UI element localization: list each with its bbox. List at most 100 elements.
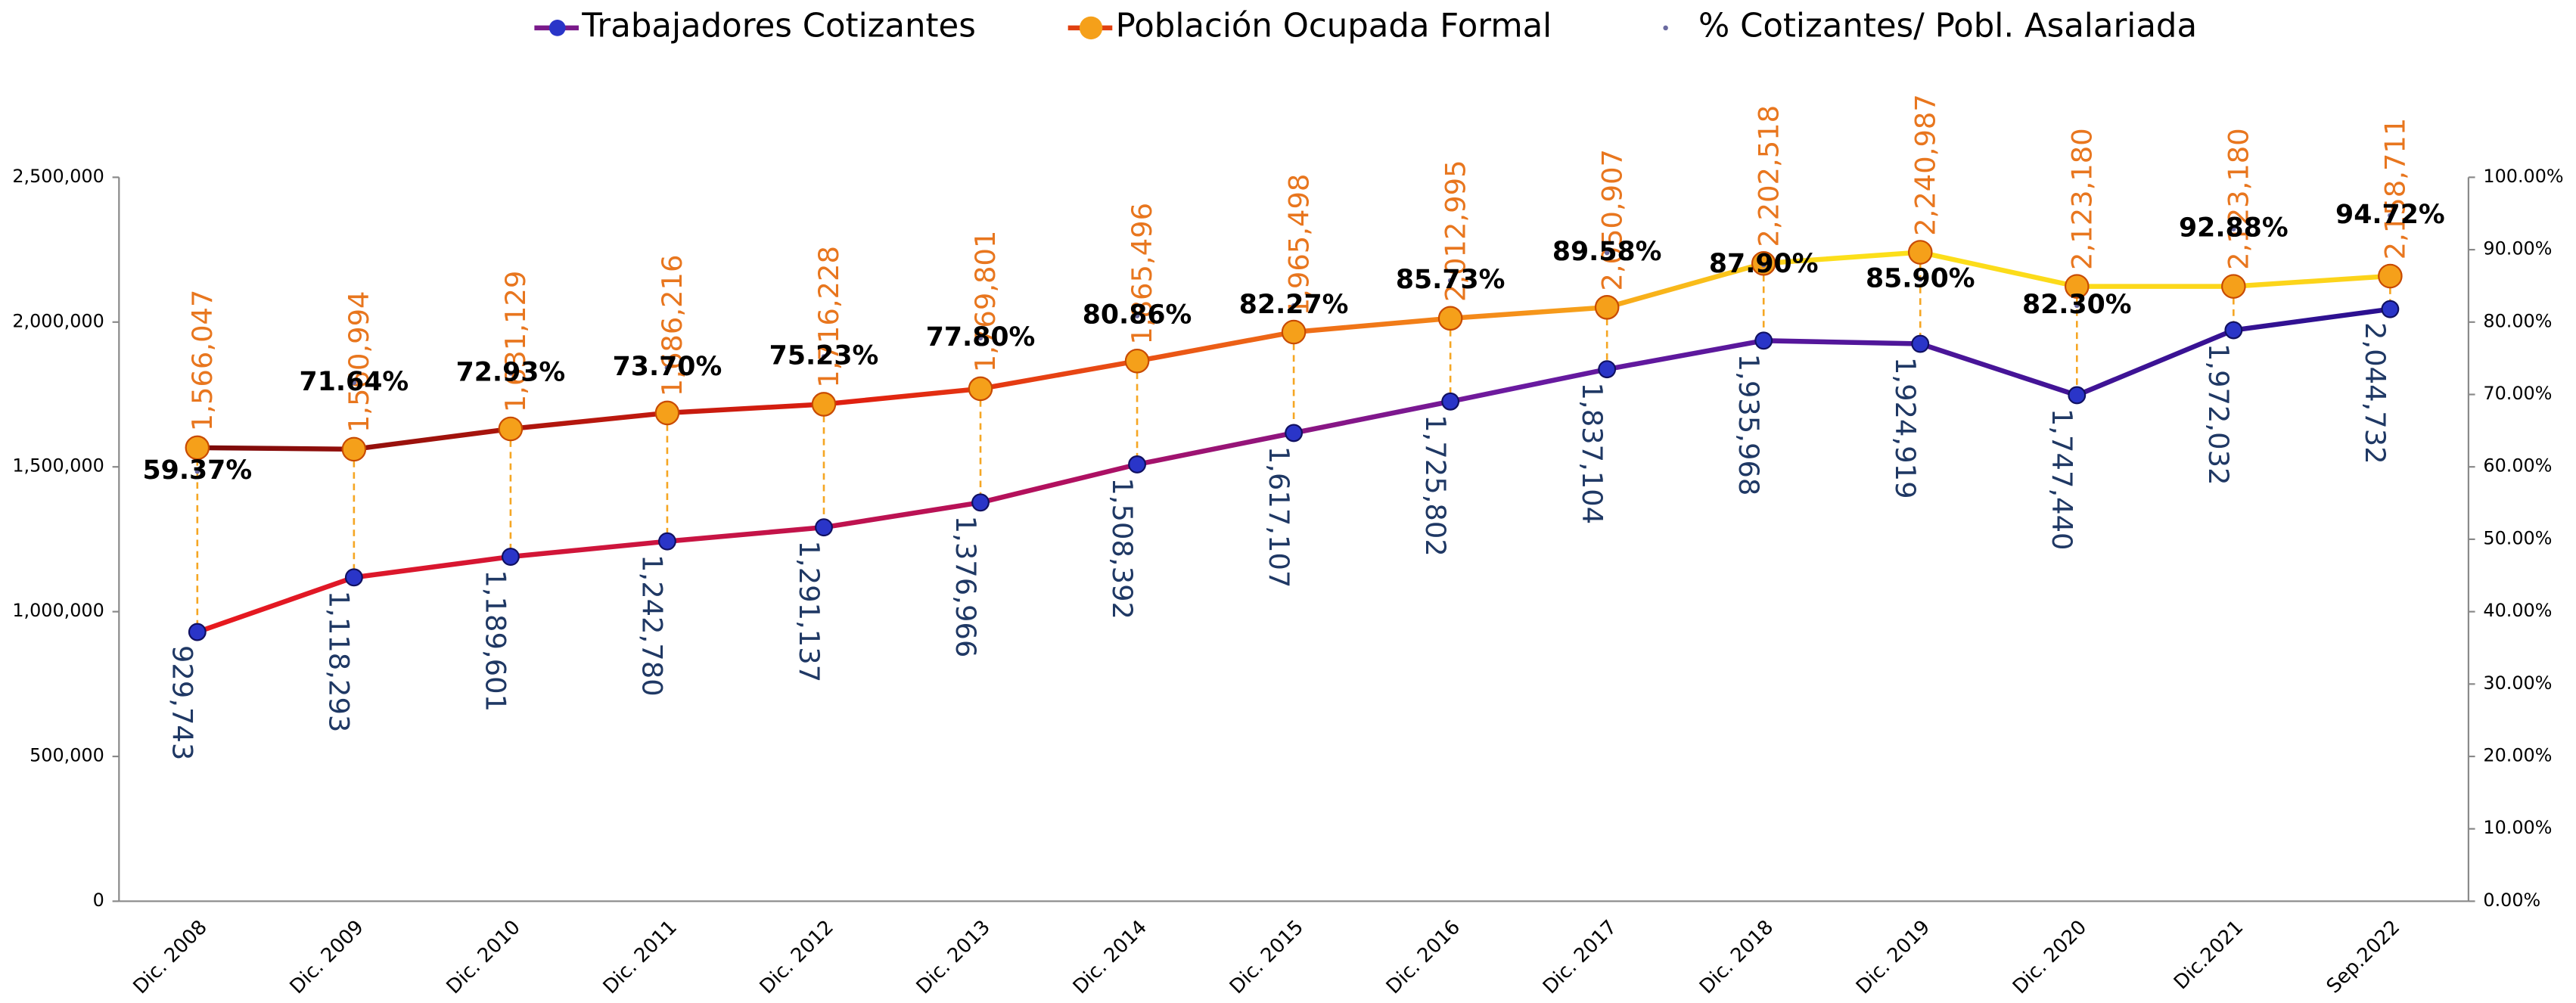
value-label: 1,560,994 [343,290,375,433]
value-label: 85.90% [1866,263,1975,293]
y2-tick-label: 0.00% [2483,890,2540,911]
value-label: 80.86% [1083,300,1192,331]
x-tick-label: Dic. 2016 [1382,916,1465,998]
x-tick-label: Dic. 2020 [2009,916,2091,998]
x-tick-label: Dic. 2010 [443,916,525,998]
value-label: 82.30% [2022,290,2132,320]
value-label: 71.64% [300,367,409,397]
value-label: 2,158,711 [2379,118,2412,260]
point [1128,455,1146,474]
point [2074,303,2080,309]
point [2388,213,2393,219]
value-label: 1,686,216 [656,255,688,397]
value-label: 2,202,518 [1752,105,1785,247]
value-label: 2,044,732 [2359,322,2391,464]
point [1760,262,1767,268]
legend-label: % Cotizantes/ Pobl. Asalariada [1698,7,2197,45]
y-tick-label: 2,500,000 [12,166,104,187]
value-label: 92.88% [2179,213,2289,244]
x-tick-label: Sep.2022 [2323,916,2405,998]
point [508,371,514,376]
value-label: 1,376,966 [949,516,982,658]
value-label: 75.23% [769,340,879,371]
y2-tick-label: 40.00% [2483,600,2552,621]
point [501,548,520,566]
x-tick-label: Dic. 2011 [599,916,682,998]
point [1281,319,1307,345]
x-tick-label: Dic. 2015 [1226,916,1308,998]
point [498,416,524,442]
y-tick-label: 500,000 [30,745,104,766]
point [977,335,983,341]
value-label: 1,972,032 [2202,343,2235,486]
value-label: 89.58% [1552,237,1662,267]
value-label: 2,123,180 [2223,128,2255,270]
x-tick-label: Dic.2021 [2170,916,2248,994]
point [2381,300,2400,318]
y-tick-label: 2,000,000 [12,310,104,331]
legend-marker [1663,25,1668,31]
y2-tick-label: 10.00% [2483,817,2552,838]
value-label: 929,743 [166,645,199,761]
legend-marker [1079,16,1103,40]
legend-label: Población Ocupada Formal [1116,7,1552,45]
y-tick-label: 0 [93,890,104,911]
point [194,468,200,474]
y2-tick-label: 90.00% [2483,238,2552,259]
point [1754,331,1773,350]
value-label: 87.90% [1709,249,1819,279]
value-label: 2,050,907 [1596,149,1628,291]
point [971,493,990,512]
value-label: 1,935,968 [1732,354,1765,496]
point [2224,321,2243,340]
value-label: 1,716,228 [813,246,845,388]
value-label: 1,747,440 [2046,408,2078,551]
point [1907,240,1933,265]
legend-label: Trabajadores Cotizantes [581,7,976,45]
point [351,380,357,386]
y-tick-label: 1,500,000 [12,455,104,477]
point [1604,250,1610,256]
value-label: 1,189,601 [480,570,512,712]
value-label: 1,865,496 [1126,203,1158,345]
point [815,518,833,537]
value-label: 1,837,104 [1576,383,1608,525]
x-tick-label: Dic. 2013 [912,916,995,998]
value-label: 2,123,180 [2065,128,2098,270]
point [341,436,367,462]
point [2221,274,2246,299]
point [2378,263,2403,289]
point [1447,278,1453,284]
y2-tick-label: 100.00% [2483,166,2563,187]
point [1911,334,1930,353]
point [654,400,680,426]
y2-tick-label: 50.00% [2483,527,2552,548]
point [811,392,837,417]
x-tick-label: Dic. 2012 [756,916,838,998]
y2-tick-label: 20.00% [2483,745,2552,766]
point [2231,226,2236,231]
value-label: 1,924,919 [1889,357,1922,499]
value-label: 1,291,137 [793,541,825,683]
point [1594,295,1620,320]
point [1598,360,1617,379]
value-label: 59.37% [143,455,253,486]
value-label: 1,118,293 [323,591,356,733]
point [344,568,363,587]
value-label: 1,566,047 [186,290,219,432]
y2-tick-label: 30.00% [2483,672,2552,694]
x-tick-label: Dic. 2019 [1852,916,1934,998]
point [188,623,207,641]
y2-tick-label: 80.00% [2483,310,2552,331]
point [1285,424,1304,442]
value-label: 2,240,987 [1909,94,1941,236]
point [1124,349,1150,374]
point [664,365,670,371]
value-label: 82.27% [1239,290,1349,320]
y2-tick-label: 70.00% [2483,383,2552,404]
value-label: 77.80% [926,322,1036,352]
point [968,376,993,402]
value-label: 1,769,801 [969,231,1002,373]
legend-marker [548,20,566,36]
